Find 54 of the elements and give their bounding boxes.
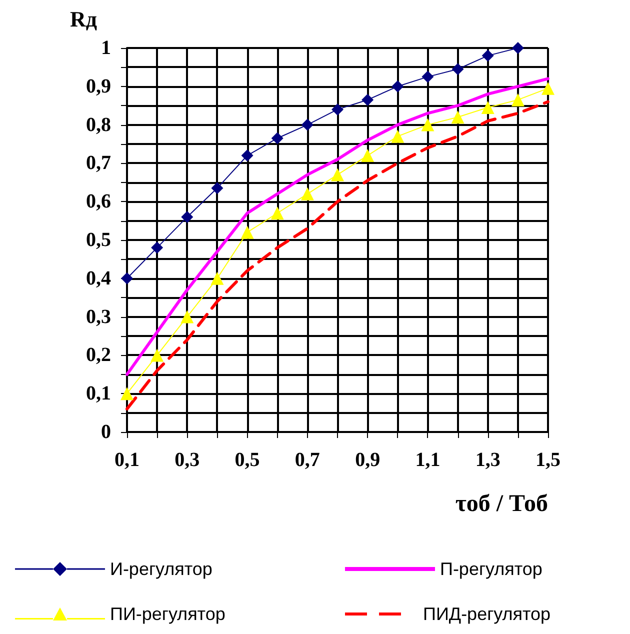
point	[240, 226, 254, 239]
point	[511, 93, 524, 106]
point	[362, 94, 374, 106]
x-tick-label: 0,1	[114, 449, 140, 471]
y-axis-title: Rд	[70, 6, 97, 32]
y-tick-label: 0,9	[86, 75, 111, 98]
point	[451, 110, 464, 124]
point	[361, 149, 374, 162]
y-tick-label: 0,1	[86, 382, 111, 405]
point	[151, 242, 164, 254]
point	[421, 118, 434, 132]
y-tick-label: 0,5	[86, 229, 111, 251]
x-tick-label: 0,9	[355, 449, 380, 471]
x-tick-label: 0,3	[174, 449, 200, 471]
point	[331, 168, 344, 182]
x-tick-label: 1,1	[415, 449, 440, 471]
point	[391, 130, 404, 143]
legend-label: И-регулятор	[110, 559, 212, 579]
point	[512, 42, 524, 54]
point	[332, 103, 344, 116]
point	[211, 182, 224, 194]
point	[542, 82, 554, 95]
y-tick-label: 0,4	[86, 267, 111, 290]
legend-label: ПИ-регулятор	[110, 604, 226, 624]
point	[392, 80, 404, 92]
point	[301, 118, 314, 131]
point	[452, 63, 464, 76]
legend-label: П-регулятор	[440, 559, 542, 579]
legend-label: ПИД-регулятор	[423, 604, 551, 624]
x-tick-label: 1,5	[536, 449, 560, 471]
point	[210, 272, 224, 285]
x-tick-label: 1,3	[475, 449, 500, 471]
point	[300, 187, 314, 200]
y-tick-label: 0	[101, 421, 111, 443]
y-tick-label: 0,8	[86, 114, 111, 136]
point	[422, 70, 434, 83]
point	[180, 310, 194, 324]
point	[271, 132, 284, 144]
y-tick-label: 0,6	[86, 190, 111, 213]
y-tick-label: 1	[101, 37, 111, 59]
y-tick-label: 0,2	[86, 344, 111, 366]
point	[241, 150, 254, 162]
x-tick-label: 0,5	[234, 449, 260, 471]
x-axis-title: τоб / Тоб	[455, 491, 548, 517]
point	[181, 210, 194, 223]
x-tick-label: 0,7	[294, 449, 320, 471]
y-tick-label: 0,3	[86, 306, 111, 328]
point	[481, 101, 494, 114]
y-tick-label: 0,7	[86, 152, 111, 174]
point	[482, 50, 494, 62]
point	[150, 348, 164, 362]
point	[121, 272, 133, 284]
point	[270, 206, 284, 220]
point	[120, 387, 134, 400]
